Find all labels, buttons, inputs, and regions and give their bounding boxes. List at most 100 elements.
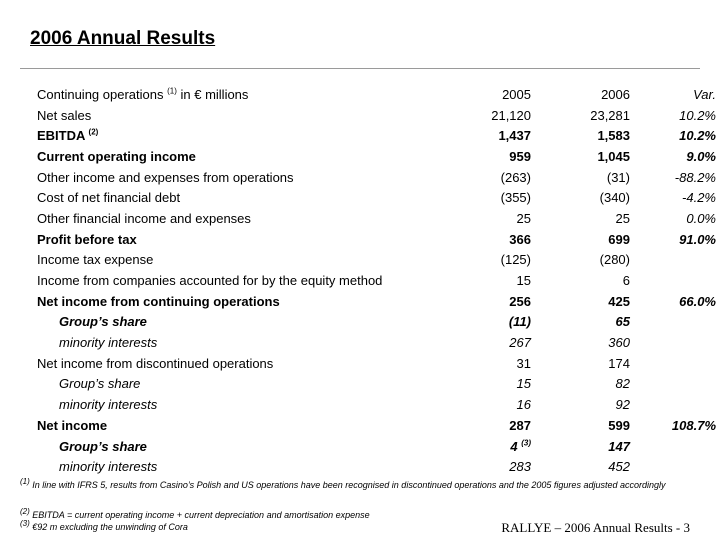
- row-var: [630, 270, 716, 291]
- row-label: Net income from continuing operations: [37, 293, 280, 309]
- table-row: Net sales 21,120 23,281 10.2%: [33, 105, 716, 126]
- row-2006: 92: [615, 397, 630, 413]
- row-label: Current operating income: [37, 148, 196, 164]
- footnote-1: (1) In line with IFRS 5, results from Ca…: [20, 477, 666, 491]
- table-row: minority interests 16 92: [33, 394, 716, 415]
- row-2006: 23,281: [590, 107, 630, 123]
- row-label: Net income: [37, 417, 108, 433]
- row-label: Group’s share: [59, 438, 147, 454]
- row-var: 10.2%: [679, 107, 716, 123]
- row-2005: 256: [509, 293, 531, 309]
- table-row: Net income from continuing operations 25…: [33, 291, 716, 312]
- row-var: [630, 353, 716, 374]
- row-2005: 4 (3): [510, 438, 531, 454]
- header-2006: 2006: [601, 86, 630, 102]
- row-2006: 65: [615, 314, 630, 330]
- table-row: minority interests 283 452: [33, 456, 716, 477]
- row-var: [630, 374, 716, 395]
- row-2005: (125): [500, 252, 531, 268]
- row-2005: 25: [516, 210, 531, 226]
- table-row: Group’s share 4 (3) 147: [33, 436, 716, 457]
- header-label: Continuing operations (1) in € millions: [37, 86, 249, 102]
- row-2006: 360: [608, 335, 630, 351]
- row-2005: 15: [516, 273, 531, 289]
- table-row: Net income 287 599 108.7%: [33, 415, 716, 436]
- table-row: Net income from discontinued operations …: [33, 353, 716, 374]
- row-2005: 21,120: [491, 107, 531, 123]
- row-2005: (11): [508, 314, 531, 330]
- table-row: Income from companies accounted for by t…: [33, 270, 716, 291]
- row-2005: 16: [516, 397, 531, 413]
- row-2005: 15: [516, 376, 531, 392]
- table-row: EBITDA (2) 1,437 1,583 10.2%: [33, 125, 716, 146]
- row-2006: 1,583: [597, 128, 630, 144]
- row-var: [630, 332, 716, 353]
- row-label: Other financial income and expenses: [37, 210, 251, 226]
- row-2006: (31): [606, 169, 630, 185]
- row-var: 10.2%: [679, 128, 716, 144]
- row-label: Income from companies accounted for by t…: [37, 273, 383, 289]
- table-row: Group’s share (11) 65: [33, 312, 716, 333]
- row-label: minority interests: [59, 397, 158, 413]
- row-2005: 287: [509, 417, 531, 433]
- table-row: Profit before tax 366 699 91.0%: [33, 229, 716, 250]
- table-row: Income tax expense (125) (280): [33, 250, 716, 271]
- row-label: Income tax expense: [37, 252, 154, 268]
- row-var: [630, 436, 716, 457]
- row-label: Cost of net financial debt: [37, 190, 181, 206]
- table-header-row: Continuing operations (1) in € millions …: [33, 84, 716, 105]
- row-2005: (355): [500, 190, 531, 206]
- row-var: [630, 394, 716, 415]
- row-label: Net income from discontinued operations: [37, 355, 274, 371]
- table-row: Current operating income 959 1,045 9.0%: [33, 146, 716, 167]
- row-label: Group’s share: [59, 376, 141, 392]
- row-2006: 82: [615, 376, 630, 392]
- row-label: Group’s share: [59, 314, 147, 330]
- table-row: minority interests 267 360: [33, 332, 716, 353]
- page-footer: RALLYE – 2006 Annual Results - 3: [501, 520, 690, 535]
- row-2005: 366: [509, 231, 531, 247]
- results-table: Continuing operations (1) in € millions …: [33, 84, 716, 477]
- row-label: minority interests: [59, 459, 158, 475]
- table-row: Cost of net financial debt (355) (340) -…: [33, 187, 716, 208]
- row-label: Net sales: [37, 107, 92, 123]
- row-2005: 31: [516, 355, 531, 371]
- row-label: EBITDA (2): [37, 127, 99, 144]
- table-row: Group’s share 15 82: [33, 374, 716, 395]
- table-row: Other financial income and expenses 25 2…: [33, 208, 716, 229]
- row-2006: 425: [608, 293, 630, 309]
- page-title: 2006 Annual Results: [30, 28, 216, 49]
- row-var: 91.0%: [679, 231, 716, 247]
- row-2005: 959: [509, 148, 531, 164]
- row-var: [630, 250, 716, 271]
- footnote-3: (3) €92 m excluding the unwinding of Cor…: [20, 519, 188, 533]
- row-2006: 6: [622, 273, 630, 289]
- row-2006: (340): [599, 190, 630, 206]
- row-var: 9.0%: [686, 148, 716, 164]
- row-2005: 283: [509, 459, 531, 475]
- row-var: [630, 456, 716, 477]
- row-2006: (280): [599, 252, 630, 268]
- row-2005: 1,437: [498, 128, 531, 144]
- row-label: Profit before tax: [37, 231, 137, 247]
- row-label: Other income and expenses from operation…: [37, 169, 294, 185]
- row-var: 0.0%: [686, 210, 716, 226]
- row-var: -88.2%: [674, 169, 716, 185]
- row-label: minority interests: [59, 335, 158, 351]
- row-2006: 174: [608, 355, 630, 371]
- row-var: 66.0%: [679, 293, 716, 309]
- row-2006: 25: [615, 210, 630, 226]
- row-2005: 267: [509, 335, 531, 351]
- row-2006: 599: [608, 417, 630, 433]
- row-2005: (263): [500, 169, 531, 185]
- row-var: 108.7%: [671, 417, 716, 433]
- header-2005: 2005: [502, 86, 531, 102]
- row-var: [630, 312, 716, 333]
- row-2006: 1,045: [597, 148, 630, 164]
- row-2006: 699: [608, 231, 630, 247]
- header-var: Var.: [693, 86, 716, 102]
- row-2006: 452: [608, 459, 630, 475]
- row-2006: 147: [608, 438, 630, 454]
- title-divider: [20, 68, 700, 69]
- footnote-2: (2) EBITDA = current operating income + …: [20, 507, 370, 521]
